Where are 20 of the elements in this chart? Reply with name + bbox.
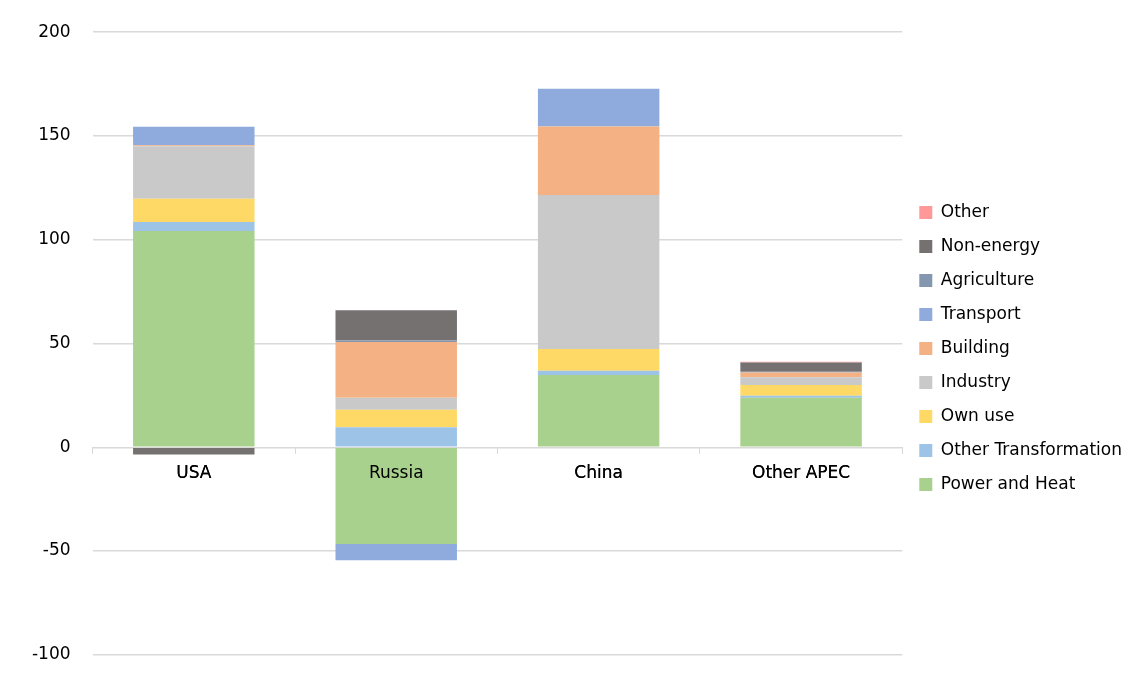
legend-label: Own use bbox=[940, 404, 1015, 425]
x-tick-label: Other APEC bbox=[751, 461, 851, 482]
legend-label: Power and Heat bbox=[940, 472, 1076, 493]
x-tick-label: USA bbox=[176, 461, 212, 482]
legend-label: Other Transformation bbox=[940, 438, 1122, 459]
y-tick-label: 150 bbox=[38, 124, 71, 145]
y-tick-label: 200 bbox=[38, 20, 71, 41]
legend-label: Industry bbox=[940, 370, 1011, 391]
legend-label: Transport bbox=[939, 302, 1021, 323]
y-tick-label: -100 bbox=[31, 643, 71, 664]
legend-label: Agriculture bbox=[940, 268, 1035, 289]
x-tick-label: Russia bbox=[368, 461, 424, 482]
y-tick-label: 100 bbox=[38, 228, 71, 249]
y-tick-label: 50 bbox=[48, 331, 71, 352]
legend-label: Building bbox=[940, 336, 1010, 357]
legend-label: Other bbox=[940, 200, 990, 221]
x-tick-label: China bbox=[574, 461, 623, 482]
legend-label: Non-energy bbox=[940, 234, 1041, 255]
y-tick-label: -50 bbox=[42, 539, 71, 560]
y-tick-label: 0 bbox=[59, 435, 71, 456]
